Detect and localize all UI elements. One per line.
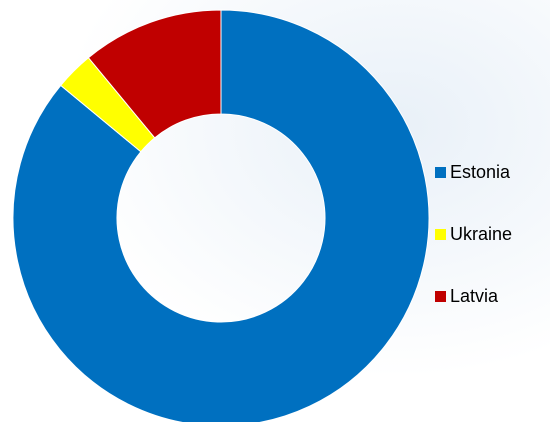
- legend-item-estonia: Estonia: [435, 162, 512, 182]
- legend-swatch-estonia: [435, 166, 446, 178]
- legend: Estonia Ukraine Latvia: [435, 162, 512, 306]
- legend-label-estonia: Estonia: [450, 162, 511, 182]
- legend-item-latvia: Latvia: [435, 286, 512, 306]
- slice-latvia: [87, 9, 222, 139]
- legend-item-ukraine: Ukraine: [435, 224, 512, 244]
- donut-chart: [12, 9, 430, 422]
- slice-estonia: [12, 9, 430, 422]
- legend-swatch-latvia: [435, 290, 446, 302]
- legend-label-ukraine: Ukraine: [450, 224, 513, 244]
- legend-swatch-ukraine: [435, 228, 446, 240]
- legend-label-latvia: Latvia: [450, 286, 499, 306]
